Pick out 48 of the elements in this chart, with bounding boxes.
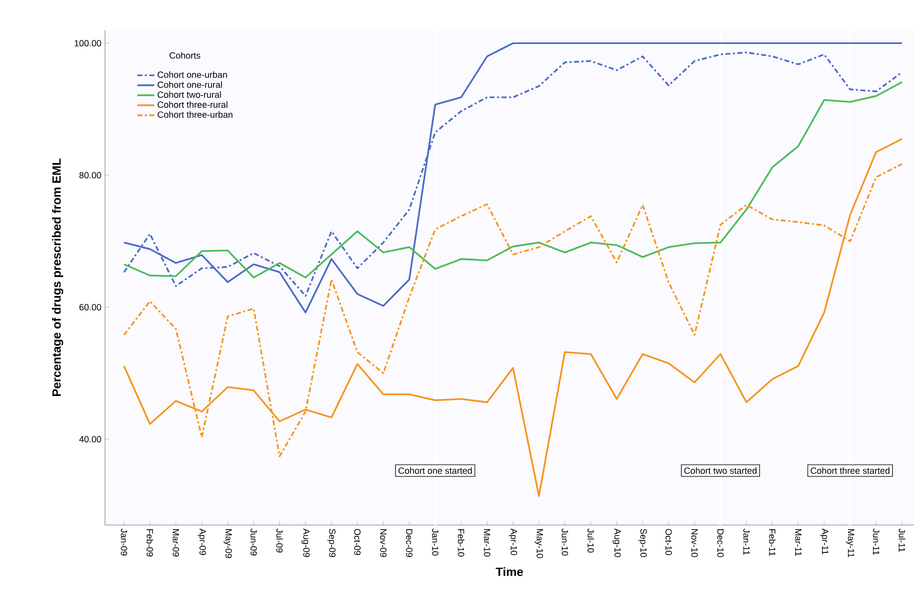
x-tick-label: May-09 — [224, 529, 232, 558]
x-tick-label: Dec-09 — [406, 529, 412, 557]
x-tick-label: Mar-10 — [484, 529, 490, 557]
legend-label: Cohort two-rural — [158, 91, 221, 98]
x-tick-label: Dec-10 — [717, 529, 724, 558]
ref-line-label: Cohort three started — [810, 467, 890, 474]
x-axis-title: Time — [496, 567, 523, 576]
x-tick-label: Feb-09 — [146, 529, 154, 557]
legend-label: Cohort three-urban — [158, 111, 232, 118]
x-tick-label: Jun-11 — [872, 528, 880, 555]
x-tick-label: Jan-10 — [432, 528, 438, 556]
x-tick-label: Apr-09 — [198, 528, 206, 556]
x-tick-label: Jul-11 — [898, 528, 906, 552]
y-axis-title: Percentage of drugs prescribed from EML — [52, 158, 64, 396]
x-tick-label: Nov-09 — [380, 529, 387, 557]
x-tick-label: Apr-11 — [820, 528, 828, 554]
x-tick-label: Feb-10 — [458, 529, 464, 557]
x-tick-label: Mar-09 — [172, 529, 180, 556]
x-tick-label: Jul-09 — [276, 528, 283, 553]
x-tick-label: Jun-09 — [250, 528, 257, 556]
x-tick-label: Sep-09 — [327, 528, 336, 558]
legend-title: Cohorts — [170, 52, 200, 59]
ref-line-label: Cohort two started — [684, 467, 757, 474]
x-tick-label: Oct-09 — [354, 528, 361, 556]
y-tick-label: 60.00 — [79, 304, 102, 310]
x-tick-label: Sep-10 — [638, 528, 647, 558]
x-tick-label: Mar-11 — [795, 529, 802, 556]
ref-line-label: Cohort one started — [398, 467, 472, 474]
line-series — [123, 81, 903, 278]
x-tick-label: Apr-10 — [508, 528, 518, 556]
legend-label: Cohort three-rural — [158, 101, 228, 108]
y-tick-label: 100.00 — [74, 40, 102, 46]
legend-label: Cohort one-rural — [158, 81, 222, 88]
x-tick-label: May-10 — [534, 529, 544, 558]
x-tick-label: May-11 — [846, 529, 854, 558]
x-tick-label: Aug-09 — [301, 528, 310, 558]
x-tick-label: Jul-10 — [588, 528, 594, 553]
legend-label: Cohort one-urban — [158, 71, 227, 78]
x-tick-label: Jun-10 — [562, 528, 568, 556]
x-tick-label: Aug-10 — [612, 528, 621, 558]
x-tick-label: Feb-11 — [769, 529, 776, 556]
x-tick-label: Jan-09 — [120, 528, 128, 556]
y-tick-label: 40.00 — [79, 436, 102, 442]
x-tick-label: Jan-11 — [743, 528, 750, 555]
line-series — [123, 138, 903, 497]
x-tick-label: Oct-10 — [665, 528, 672, 556]
x-tick-label: Nov-10 — [691, 529, 698, 558]
y-tick-label: 80.00 — [79, 172, 102, 178]
